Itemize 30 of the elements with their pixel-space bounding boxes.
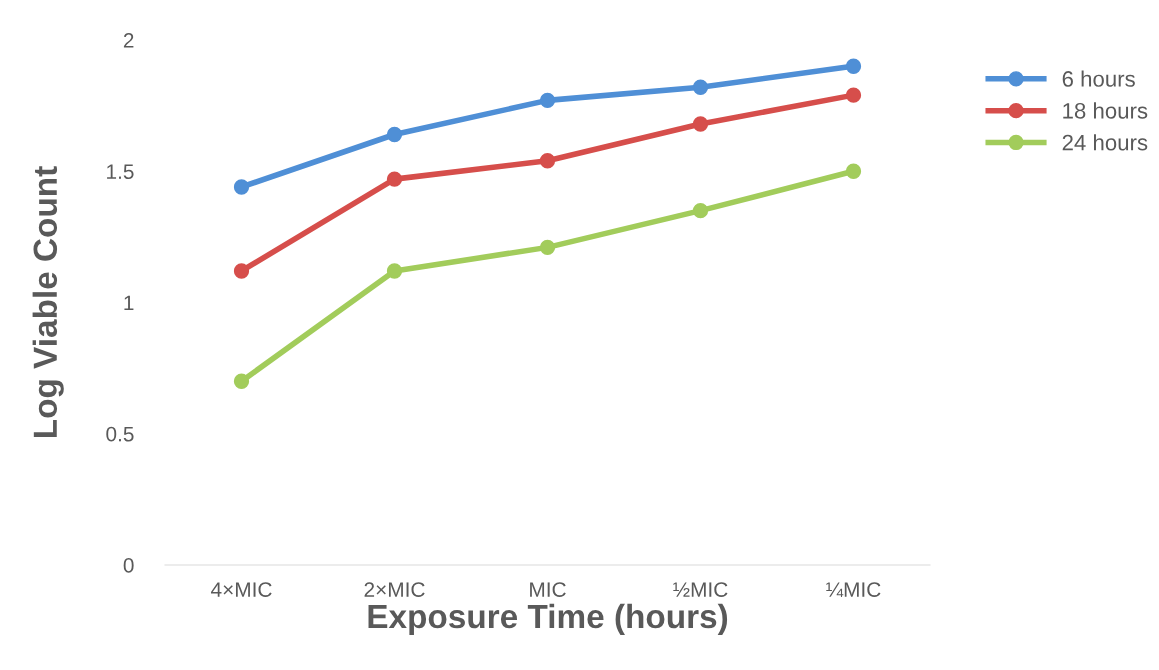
y-tick-label: 0 [123,558,134,573]
point [539,92,556,109]
point [539,239,556,256]
legend-label: 6 hours [1062,70,1135,87]
y-axis-title: Log Viable Count [32,166,64,437]
x-tick-label: ½MIC [673,582,728,597]
point [233,373,250,389]
point [386,171,403,187]
point [845,58,862,74]
y-tick-label: 1.5 [107,164,134,179]
y-tick-label: 2 [123,33,134,48]
point [692,116,709,132]
point [386,263,403,279]
legend-label: 18 hours [1063,102,1148,119]
y-tick-label: 0.5 [106,426,134,442]
point [233,263,250,279]
x-tick-label: 2×MIC [364,582,425,597]
point [692,79,709,95]
point [845,163,862,179]
point [539,153,556,169]
point [233,179,250,195]
point [845,87,862,103]
x-axis-title: Exposure Time (hours) [368,603,728,635]
y-tick-label: 1 [124,295,134,311]
point [386,126,403,143]
legend-label: 24 hours [1062,134,1148,151]
point [692,202,709,219]
x-tick-label: MIC [530,582,566,597]
x-tick-label: ¼MIC [826,582,881,598]
x-tick-label: 4×MIC [211,582,272,597]
